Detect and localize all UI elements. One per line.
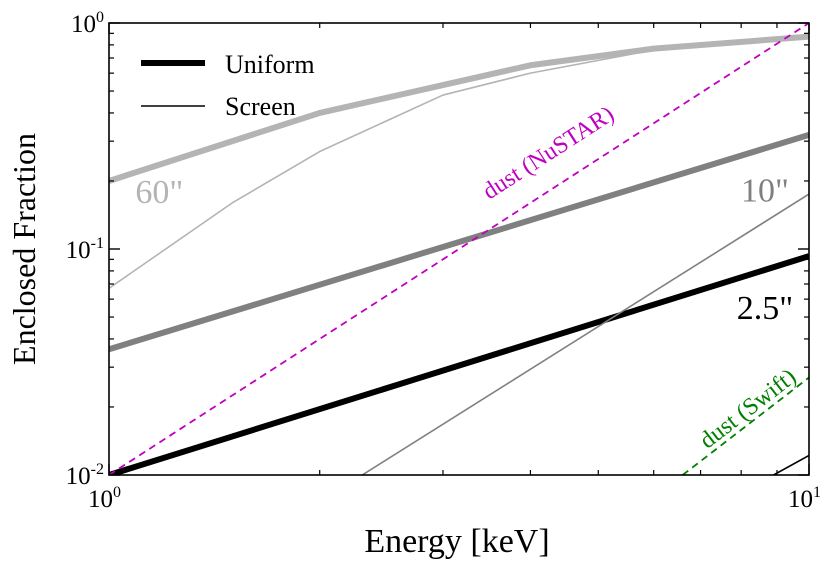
series-dust-nustar [109,23,809,475]
series-uniform-60 [109,33,809,184]
series-screen-10 [361,193,809,475]
annotation-dust-nustar: dust (NuSTAR) [478,101,619,205]
annotation-60: 60" [135,174,183,211]
x-tick-label: 101 [788,484,821,513]
y-axis-label: Enclosed Fraction [6,133,42,365]
annotation-10: 10" [741,173,789,210]
series-screen-2-5 [773,454,809,475]
legend-uniform-label: Uniform [225,50,315,79]
series-dust-swift [682,376,809,475]
annotation-dust-swift: dust (Swift) [695,364,801,454]
x-axis-label: Energy [keV] [364,523,549,560]
series-layer [109,23,809,475]
x-tick-label: 100 [88,484,121,513]
series-uniform-10 [109,131,809,353]
legend: Uniform Screen [141,50,315,121]
series-uniform-2-5 [109,253,809,475]
annotation-2-5: 2.5" [737,290,793,327]
series-screen-60 [109,35,809,289]
legend-screen-label: Screen [225,92,296,121]
y-tick-label: 100 [71,9,104,38]
annotation-layer: 60" 10" 2.5" dust (NuSTAR) dust (Swift) [135,101,801,454]
y-tick-label: 10-1 [66,235,104,264]
